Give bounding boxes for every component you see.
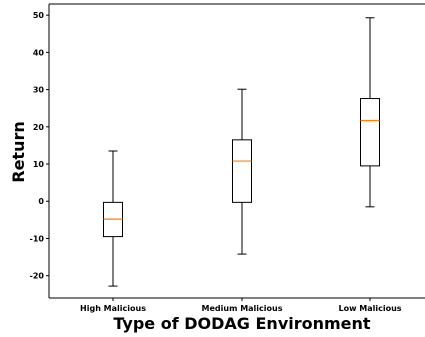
- y-tick-label: 0: [38, 197, 44, 206]
- x-tick-label: Medium Malicious: [202, 304, 283, 313]
- y-tick-label: -20: [30, 272, 45, 281]
- y-tick-label: -10: [30, 234, 45, 243]
- y-tick-label: 50: [33, 11, 45, 20]
- y-axis-title: Return: [9, 121, 28, 183]
- x-tick-label: Low Malicious: [338, 304, 401, 313]
- y-tick-label: 40: [33, 48, 45, 57]
- y-tick-label: 10: [33, 160, 45, 169]
- plot-area: -20 -10 0 10 20 30 40 50 High Malicious Medium Ma…: [30, 3, 425, 313]
- iqr-box: [232, 139, 252, 203]
- x-axis-title: Type of DODAG Environment: [113, 314, 371, 333]
- y-tick-label: 30: [33, 86, 45, 95]
- iqr-box: [360, 98, 380, 167]
- y-tick-label: 20: [33, 123, 45, 132]
- x-tick-label: High Malicious: [80, 304, 146, 313]
